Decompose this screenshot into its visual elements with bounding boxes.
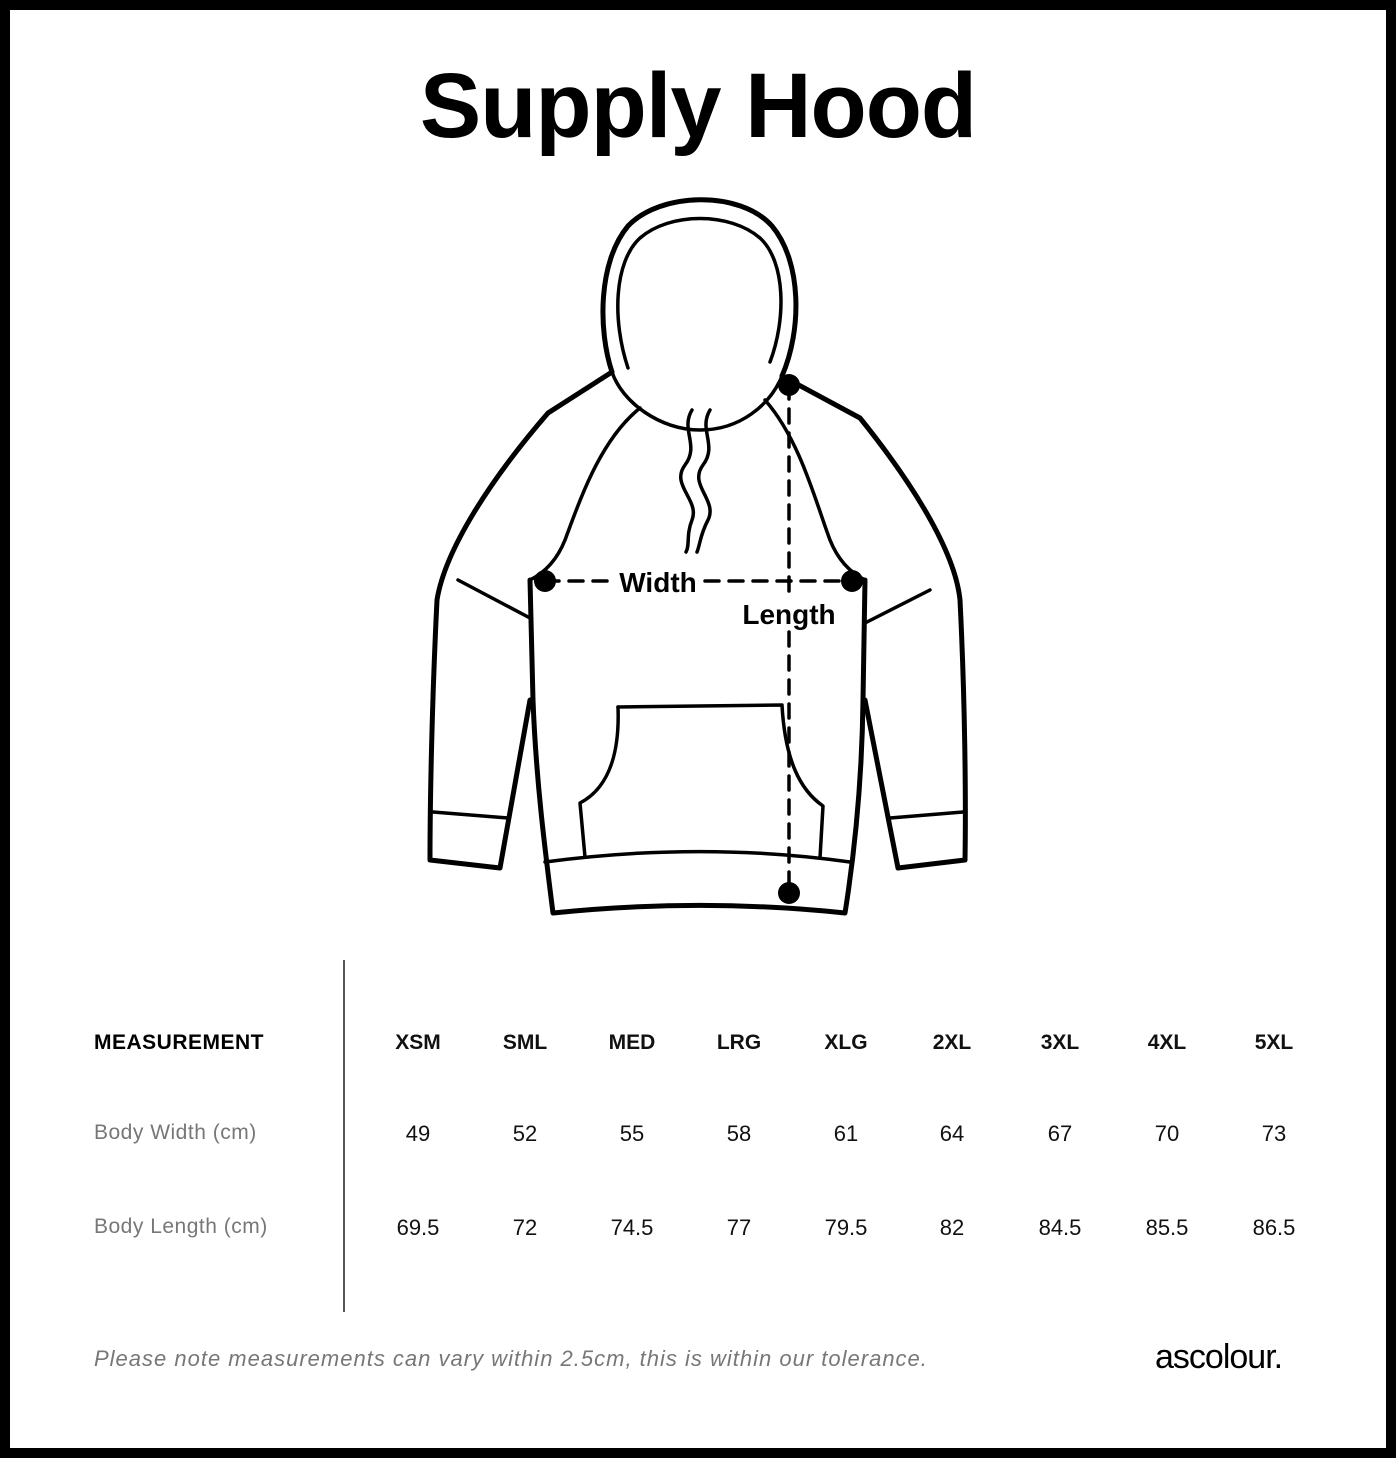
page-title: Supply Hood bbox=[419, 55, 977, 157]
body-length-value: 84.5 bbox=[1038, 1215, 1082, 1240]
size-header: 5XL bbox=[1254, 1031, 1294, 1054]
size-header: SML bbox=[502, 1031, 548, 1054]
width-label: Width bbox=[619, 567, 697, 598]
size-header: XSM bbox=[395, 1031, 441, 1054]
body-length-value: 86.5 bbox=[1252, 1215, 1296, 1240]
hoodie-outline bbox=[427, 197, 968, 916]
row-label-body-width: Body Width (cm) bbox=[94, 1121, 257, 1144]
size-header: LRG bbox=[716, 1031, 762, 1054]
body-width-value: 58 bbox=[726, 1121, 752, 1146]
hoodie-details bbox=[431, 216, 965, 864]
body-width-value: 52 bbox=[512, 1121, 538, 1146]
body-width-value: 55 bbox=[619, 1121, 645, 1146]
size-header: XLG bbox=[824, 1031, 868, 1054]
size-header: 4XL bbox=[1147, 1031, 1187, 1054]
brand-logo: ascolour. bbox=[1155, 1338, 1283, 1376]
body-length-value: 74.5 bbox=[610, 1215, 654, 1240]
measure-lines bbox=[543, 383, 854, 895]
row-label-body-length: Body Length (cm) bbox=[94, 1215, 268, 1238]
body-length-value: 72 bbox=[512, 1215, 538, 1240]
size-header: MED bbox=[608, 1031, 656, 1054]
measurement-header: MEASUREMENT bbox=[94, 1031, 265, 1054]
table-divider bbox=[343, 960, 345, 1312]
measure-points bbox=[534, 374, 863, 904]
body-width-value: 73 bbox=[1261, 1121, 1287, 1146]
body-length-value: 79.5 bbox=[824, 1215, 868, 1240]
body-length-value: 82 bbox=[939, 1215, 965, 1240]
tolerance-note: Please note measurements can vary within… bbox=[94, 1346, 928, 1371]
body-width-value: 67 bbox=[1047, 1121, 1073, 1146]
body-width-value: 64 bbox=[939, 1121, 965, 1146]
body-width-value: 49 bbox=[405, 1121, 431, 1146]
size-header: 3XL bbox=[1040, 1031, 1080, 1054]
hoodie-diagram: Width Length bbox=[427, 197, 968, 916]
length-label: Length bbox=[742, 599, 835, 630]
size-header: 2XL bbox=[932, 1031, 972, 1054]
body-length-value: 69.5 bbox=[396, 1215, 440, 1240]
body-length-value: 85.5 bbox=[1145, 1215, 1189, 1240]
body-width-value: 70 bbox=[1154, 1121, 1180, 1146]
body-width-value: 61 bbox=[833, 1121, 859, 1146]
body-length-value: 77 bbox=[726, 1215, 752, 1240]
